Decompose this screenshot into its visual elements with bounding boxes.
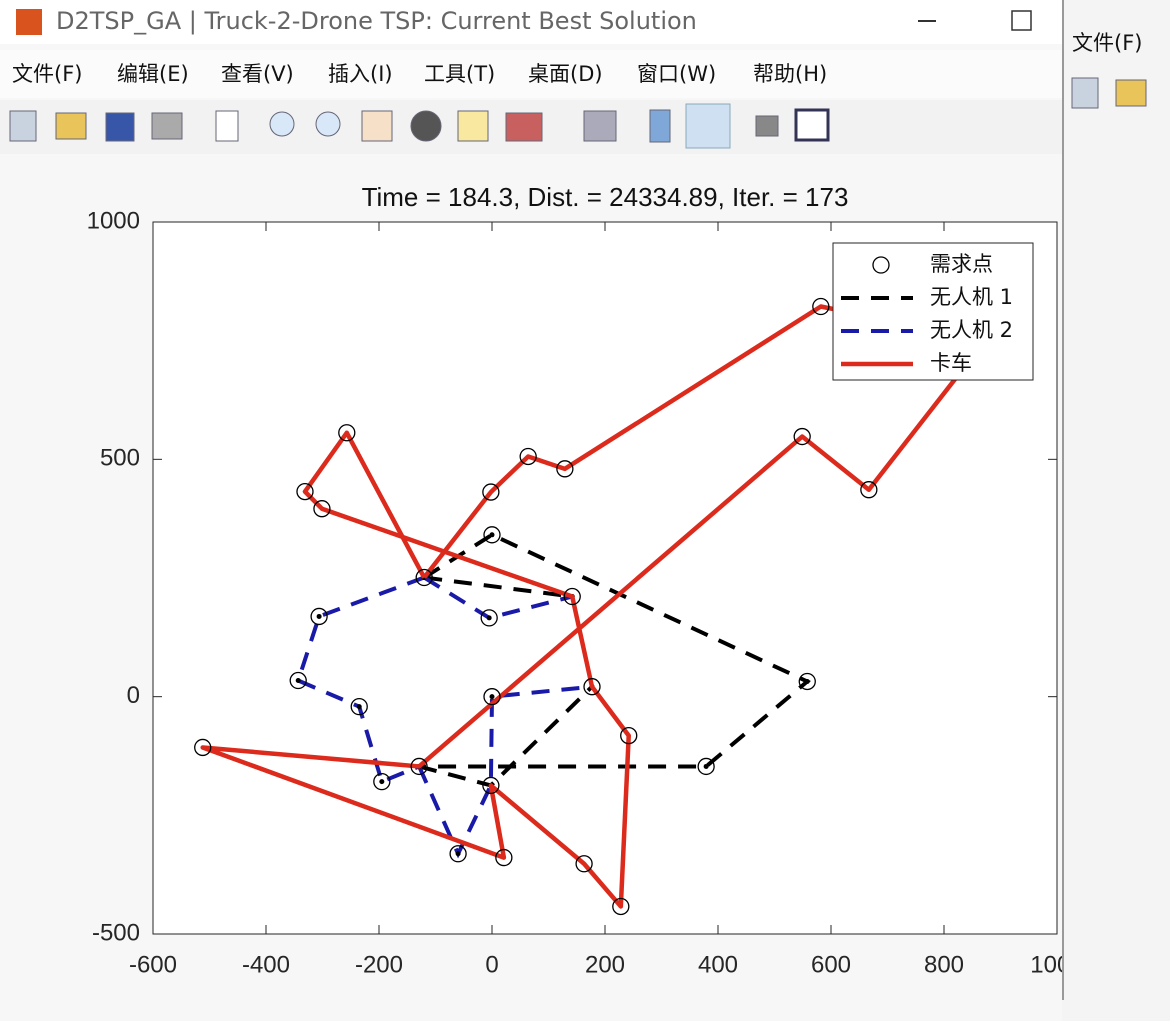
truck-route (200, 304, 989, 909)
x-tick-label: -400 (242, 951, 290, 978)
side-open-icon[interactable] (1115, 79, 1147, 107)
app-icon (16, 9, 42, 35)
demand-point (495, 848, 513, 867)
y-tick-label: 0 (127, 682, 140, 709)
menu-item[interactable]: 文件(F) (12, 62, 82, 86)
x-tick-label: 600 (811, 951, 851, 978)
demand-point (556, 460, 574, 478)
side-window-border (1062, 0, 1064, 1000)
menu-item[interactable]: 编辑(E) (117, 62, 189, 86)
y-tick-label: 500 (100, 445, 140, 472)
demand-point (289, 671, 307, 690)
demand-point (296, 482, 314, 501)
show-tools-icon[interactable] (794, 108, 830, 142)
menu-bar (0, 50, 1062, 98)
legend-label: 无人机 1 (930, 285, 1013, 309)
drone-vertex (455, 851, 461, 857)
maximize-button[interactable] (1011, 10, 1032, 31)
drone-vertex (804, 678, 810, 684)
demand-point (612, 897, 630, 916)
menu-item[interactable]: 窗口(W) (637, 62, 716, 86)
demand-point (482, 483, 500, 501)
menu-item[interactable]: 工具(T) (424, 62, 495, 86)
demand-point (373, 772, 391, 791)
demand-point (812, 297, 830, 316)
x-tick-label: 200 (585, 951, 625, 978)
demand-point (860, 481, 878, 499)
open-icon[interactable] (55, 112, 87, 140)
toolbar-icons (9, 103, 830, 149)
demand-point (575, 855, 593, 873)
x-tick-label: -600 (129, 951, 177, 978)
x-tick-label: -200 (355, 951, 403, 978)
rotate-icon[interactable] (410, 110, 442, 142)
drone-vertex (316, 613, 322, 619)
x-tick-label: 0 (485, 951, 498, 978)
demand-point (519, 447, 537, 466)
demand-point (194, 738, 212, 757)
demand-point (415, 568, 433, 587)
drone-vertex (489, 694, 495, 700)
pointer-icon[interactable] (215, 110, 239, 142)
demand-point (798, 672, 816, 691)
chart-title: Time = 184.3, Dist. = 24334.89, Iter. = … (362, 182, 849, 212)
demand-point (338, 424, 356, 442)
menu-item[interactable]: 桌面(D) (528, 62, 603, 86)
demand-point (483, 526, 501, 544)
drone-vertex (703, 763, 709, 769)
demand-point (410, 757, 428, 776)
demand-point (563, 587, 581, 606)
menu-item[interactable]: 查看(V) (221, 62, 294, 86)
new-icon[interactable] (9, 110, 37, 142)
demand-point (620, 726, 638, 745)
y-tick-label: 1000 (87, 207, 140, 234)
zoom-in-icon[interactable] (269, 111, 295, 137)
link-icon[interactable] (583, 110, 617, 142)
x-tick-label: 800 (924, 951, 964, 978)
demand-point (310, 607, 328, 626)
legend-icon[interactable] (685, 103, 731, 149)
demand-point (449, 845, 467, 863)
side-window (1062, 0, 1170, 1021)
menu-item[interactable]: 帮助(H) (753, 62, 827, 86)
legend-label: 卡车 (930, 351, 972, 375)
datatip-icon[interactable] (457, 110, 489, 142)
hide-tools-icon[interactable] (755, 115, 779, 137)
demand-point (482, 776, 500, 795)
drone-vertex (379, 779, 385, 785)
demand-point (793, 427, 811, 446)
drone-vertex (486, 615, 492, 621)
minimize-button[interactable] (918, 20, 936, 22)
legend-marker (872, 256, 890, 274)
y-tick-label: -500 (92, 919, 140, 946)
demand-point (313, 500, 331, 518)
x-tick-label: 400 (698, 951, 738, 978)
brush-icon[interactable] (505, 112, 543, 142)
demand-point (483, 688, 501, 706)
demand-point (350, 697, 368, 716)
legend-box (832, 242, 1034, 381)
save-icon[interactable] (105, 112, 135, 142)
drone-vertex (356, 704, 362, 710)
drone-vertex (295, 678, 301, 684)
menu-item[interactable]: 插入(I) (328, 62, 393, 86)
zoom-out-icon[interactable] (315, 111, 341, 137)
print-icon[interactable] (151, 112, 183, 140)
plot-area: -600 -400 -200 0 200 400 600 800 1000-5000500100… (87, 207, 1084, 978)
colorbar-icon[interactable] (649, 109, 671, 143)
drone-vertex (489, 532, 495, 538)
pan-icon[interactable] (361, 110, 393, 142)
window-title: D2TSP_GA | Truck-2-Drone TSP: Current Be… (56, 7, 697, 35)
demand-point (697, 757, 715, 776)
side-menu-item[interactable]: 文件(F) (1072, 31, 1142, 55)
side-new-icon[interactable] (1071, 77, 1099, 109)
title-bar (0, 0, 1062, 44)
legend-label: 无人机 2 (930, 318, 1013, 342)
demand-point (480, 609, 498, 627)
legend-label: 需求点 (930, 252, 993, 276)
demand-point (583, 678, 601, 696)
